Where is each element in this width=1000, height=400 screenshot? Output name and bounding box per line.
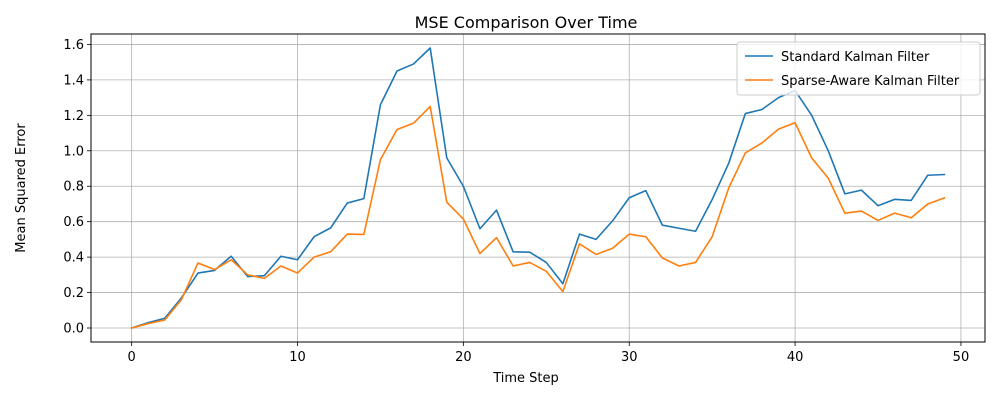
x-tick-label: 0 (127, 350, 135, 365)
legend-label-standard: Standard Kalman Filter (781, 50, 930, 65)
y-axis-title: Mean Squared Error (14, 123, 29, 253)
y-tick-label: 0.4 (63, 251, 84, 266)
legend: Standard Kalman Filter Sparse-Aware Kalm… (736, 41, 981, 96)
y-tick-label: 0.6 (63, 215, 84, 230)
x-tick-label: 40 (787, 350, 804, 365)
series-lines (130, 47, 946, 330)
chart-title: MSE Comparison Over Time (415, 13, 638, 32)
y-tick-label: 1.0 (63, 144, 84, 159)
y-tick-label: 0.8 (63, 180, 84, 195)
x-axis: 0 10 20 30 40 50 (127, 342, 969, 365)
legend-label-sparse: Sparse-Aware Kalman Filter (781, 74, 960, 89)
x-tick-label: 50 (953, 350, 970, 365)
x-tick-label: 30 (621, 350, 638, 365)
x-axis-title: Time Step (492, 371, 559, 386)
series-line-1 (130, 105, 946, 329)
y-tick-label: 1.2 (63, 109, 84, 124)
series-line-0 (130, 47, 946, 330)
y-axis: 0.0 0.2 0.4 0.6 0.8 1.0 1.2 1.4 1.6 (63, 38, 91, 337)
y-tick-label: 1.4 (63, 73, 84, 88)
x-tick-label: 20 (455, 350, 472, 365)
plot-frame (90, 33, 986, 343)
y-tick-label: 0.2 (63, 286, 84, 301)
y-tick-label: 0.0 (63, 322, 84, 337)
x-tick-label: 10 (289, 350, 306, 365)
y-tick-label: 1.6 (63, 38, 84, 53)
legend-box (736, 41, 981, 96)
